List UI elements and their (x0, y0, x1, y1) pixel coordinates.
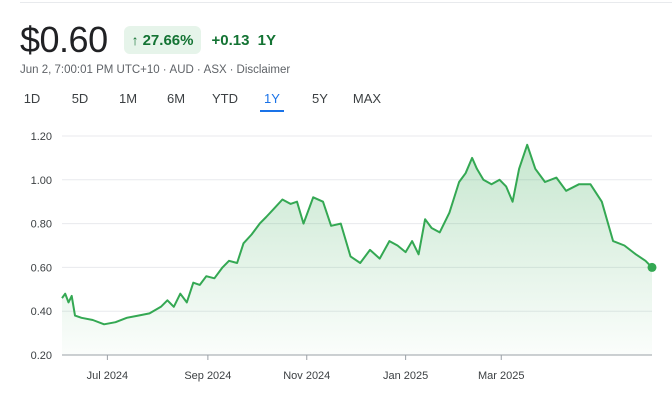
x-tick-label: Mar 2025 (478, 370, 524, 382)
quote-currency: AUD (169, 64, 194, 76)
x-tick-label: Nov 2024 (283, 370, 330, 382)
y-tick-label: 0.20 (31, 350, 52, 362)
y-tick-label: 0.40 (31, 306, 52, 318)
x-tick-label: Sep 2024 (184, 370, 231, 382)
current-price-marker (647, 262, 657, 272)
x-tick-label: Jan 2025 (383, 370, 428, 382)
top-divider (20, 2, 672, 3)
range-tabs: 1D 5D 1M 6M YTD 1Y 5Y MAX (20, 90, 384, 112)
tab-5d[interactable]: 5D (71, 91, 89, 106)
y-tick-label: 1.00 (31, 175, 52, 187)
change-percent: 27.66% (142, 31, 194, 49)
change-period: 1Y (257, 31, 276, 49)
change-value-group: +0.13 1Y (211, 32, 276, 49)
quote-meta: Jun 2, 7:00:01 PM UTC+10 · AUD · ASX · Disclai… (20, 64, 291, 76)
x-axis-ticks: Jul 2024 Sep 2024 Nov 2024 Jan 2025 Mar 2025 (87, 355, 525, 382)
tab-1y[interactable]: 1Y (260, 90, 284, 112)
change-value: +0.13 (211, 31, 250, 49)
y-tick-label: 1.20 (31, 131, 52, 143)
arrow-up-icon: ↑ (131, 32, 139, 48)
tab-6m[interactable]: 6M (166, 91, 186, 106)
y-tick-label: 0.60 (31, 262, 52, 274)
tab-ytd[interactable]: YTD (212, 91, 238, 106)
disclaimer-link[interactable]: Disclaimer (236, 64, 291, 76)
tab-1d[interactable]: 1D (23, 91, 41, 106)
x-tick-label: Jul 2024 (87, 370, 129, 382)
price-area-fill (62, 144, 652, 355)
tab-1m[interactable]: 1M (118, 91, 138, 106)
change-percent-badge: ↑ 27.66% (123, 26, 202, 54)
price-line (61, 143, 653, 326)
quote-header: $0.60 ↑ 27.66% +0.13 1Y (20, 20, 276, 60)
y-tick-label: 0.80 (31, 219, 52, 231)
quote-timestamp: Jun 2, 7:00:01 PM UTC+10 (20, 64, 160, 76)
quote-exchange: ASX (203, 64, 227, 76)
tab-max[interactable]: MAX (352, 91, 382, 106)
current-price: $0.60 (20, 19, 108, 60)
price-chart: 0.20 0.40 0.60 0.80 1.00 1.20 Jul 2024 Sep 202… (31, 131, 657, 382)
y-axis-labels: 0.20 0.40 0.60 0.80 1.00 1.20 (31, 131, 52, 362)
tab-5y[interactable]: 5Y (312, 91, 328, 106)
